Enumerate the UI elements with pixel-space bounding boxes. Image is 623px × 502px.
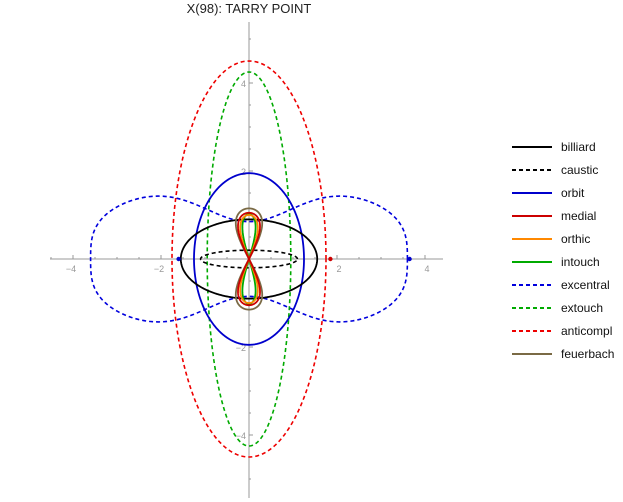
curve-orbit: [193, 172, 305, 346]
curve-caustic: [199, 249, 299, 269]
x-tick-label: 2: [336, 264, 341, 274]
x-tick-label: 4: [424, 264, 429, 274]
axes: −4 −2 2 4 4 2 −2 −4: [50, 22, 443, 498]
legend-label-feuerbach: feuerbach: [561, 347, 614, 361]
legend-label-extouch: extouch: [561, 301, 603, 315]
curve-medial: [237, 211, 261, 307]
curves: [89, 60, 409, 458]
legend-label-caustic: caustic: [561, 163, 598, 177]
legend-label-medial: medial: [561, 209, 596, 223]
legend-label-anticompl: anticompl: [561, 324, 612, 338]
x-tick-label: −4: [66, 264, 76, 274]
curve-orthic: [239, 214, 259, 304]
legend-label-orbit: orbit: [561, 186, 585, 200]
legend-label-excentral: excentral: [561, 278, 610, 292]
legend-label-orthic: orthic: [561, 232, 590, 246]
y-tick-label: −2: [236, 343, 246, 353]
point-marker: [328, 256, 333, 262]
y-tick-label: 2: [241, 167, 246, 177]
legend: billiard caustic orbit medial orthic intouch e…: [512, 140, 614, 361]
x-tick-label: −2: [154, 264, 164, 274]
curve-excentral: [89, 195, 409, 323]
curve-extouch: [206, 71, 292, 447]
point-markers: [176, 256, 412, 262]
chart-title: X(98): TARRY POINT: [187, 1, 312, 16]
y-tick-label: 4: [241, 79, 246, 89]
legend-label-billiard: billiard: [561, 140, 596, 154]
y-tick-label: −4: [236, 431, 246, 441]
point-marker: [407, 256, 412, 262]
curve-feuerbach: [234, 207, 264, 311]
legend-label-intouch: intouch: [561, 255, 600, 269]
point-marker: [176, 256, 181, 262]
curve-anticompl: [171, 60, 327, 458]
